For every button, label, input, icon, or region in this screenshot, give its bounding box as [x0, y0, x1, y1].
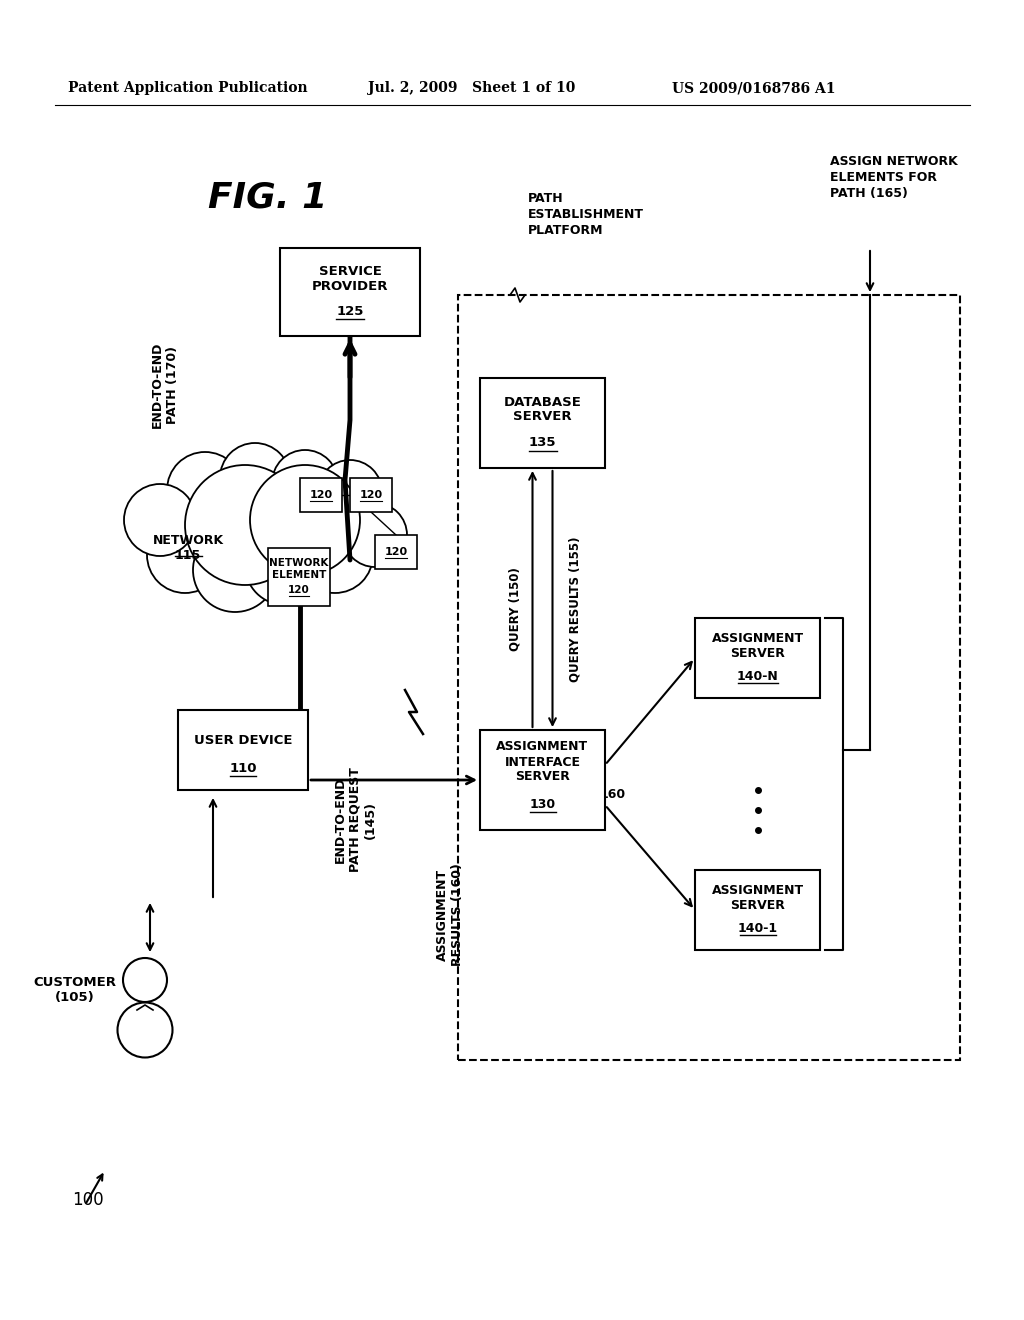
Text: 160: 160	[599, 788, 626, 801]
Text: SERVICE
PROVIDER: SERVICE PROVIDER	[311, 265, 388, 293]
Circle shape	[185, 465, 305, 585]
Text: 130: 130	[529, 799, 556, 812]
Circle shape	[343, 503, 407, 568]
FancyBboxPatch shape	[280, 248, 420, 337]
Text: 140-1: 140-1	[737, 921, 777, 935]
Circle shape	[245, 525, 325, 605]
FancyBboxPatch shape	[480, 378, 605, 469]
FancyBboxPatch shape	[300, 478, 342, 512]
Text: 110: 110	[229, 762, 257, 775]
Text: 100: 100	[72, 1191, 103, 1209]
Text: CUSTOMER
(105): CUSTOMER (105)	[34, 975, 117, 1005]
Text: NETWORK
ELEMENT: NETWORK ELEMENT	[269, 558, 329, 579]
Text: 120: 120	[288, 585, 310, 595]
Text: 140-N: 140-N	[736, 671, 778, 682]
Text: USER DEVICE: USER DEVICE	[194, 734, 292, 747]
Text: ASSIGN NETWORK
ELEMENTS FOR
PATH (165): ASSIGN NETWORK ELEMENTS FOR PATH (165)	[830, 154, 957, 201]
Text: Patent Application Publication: Patent Application Publication	[68, 81, 307, 95]
Circle shape	[250, 465, 360, 576]
Text: US 2009/0168786 A1: US 2009/0168786 A1	[672, 81, 836, 95]
Text: QUERY RESULTS (155): QUERY RESULTS (155)	[568, 536, 581, 681]
Text: ASSIGNMENT
SERVER: ASSIGNMENT SERVER	[712, 632, 804, 660]
Text: DATABASE
SERVER: DATABASE SERVER	[504, 396, 582, 424]
FancyBboxPatch shape	[695, 870, 820, 950]
Text: 120: 120	[384, 546, 408, 557]
Text: 120: 120	[359, 490, 383, 500]
Circle shape	[220, 444, 290, 513]
FancyBboxPatch shape	[695, 618, 820, 698]
Text: PATH
ESTABLISHMENT
PLATFORM: PATH ESTABLISHMENT PLATFORM	[528, 191, 644, 238]
Text: ASSIGNMENT
INTERFACE
SERVER: ASSIGNMENT INTERFACE SERVER	[497, 741, 589, 784]
Text: END-TO-END
PATH REQUEST
(145): END-TO-END PATH REQUEST (145)	[334, 767, 377, 873]
Circle shape	[167, 451, 243, 528]
Circle shape	[297, 517, 373, 593]
Circle shape	[124, 484, 196, 556]
Text: 120: 120	[309, 490, 333, 500]
Text: FIG. 1: FIG. 1	[208, 181, 328, 215]
Circle shape	[193, 528, 278, 612]
Text: 135: 135	[528, 437, 556, 449]
Text: ASSIGNMENT
RESULTS (160): ASSIGNMENT RESULTS (160)	[436, 863, 464, 966]
FancyBboxPatch shape	[375, 535, 417, 569]
FancyBboxPatch shape	[178, 710, 308, 789]
Circle shape	[123, 958, 167, 1002]
Ellipse shape	[118, 1002, 172, 1057]
FancyBboxPatch shape	[268, 548, 330, 606]
Circle shape	[272, 450, 338, 516]
FancyBboxPatch shape	[350, 478, 392, 512]
Text: Jul. 2, 2009   Sheet 1 of 10: Jul. 2, 2009 Sheet 1 of 10	[368, 81, 575, 95]
Text: QUERY (150): QUERY (150)	[508, 568, 521, 651]
Text: 125: 125	[336, 305, 364, 318]
FancyBboxPatch shape	[480, 730, 605, 830]
Text: NETWORK
115: NETWORK 115	[153, 535, 223, 562]
Circle shape	[318, 459, 382, 524]
Circle shape	[147, 517, 223, 593]
Text: END-TO-END
PATH (170): END-TO-END PATH (170)	[151, 342, 179, 428]
Text: ASSIGNMENT
SERVER: ASSIGNMENT SERVER	[712, 884, 804, 912]
